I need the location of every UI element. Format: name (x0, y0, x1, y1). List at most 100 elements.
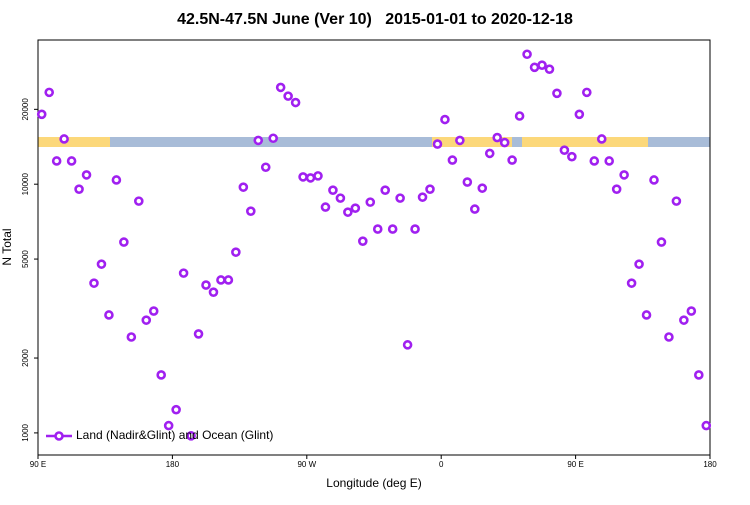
data-point (425, 184, 435, 194)
data-point (104, 310, 114, 320)
data-point (156, 370, 166, 380)
x-axis-label: Longitude (deg E) (326, 476, 421, 490)
data-point (268, 133, 279, 144)
data-point (581, 87, 592, 98)
data-point (656, 237, 667, 247)
data-point (134, 196, 144, 206)
plot-frame (37, 39, 711, 456)
data-point (492, 132, 503, 143)
data-point (148, 306, 159, 316)
data-point (335, 193, 346, 203)
data-point (51, 156, 62, 166)
data-point (216, 275, 226, 285)
legend-label: Land (Nadir&Glint) and Ocean (Glint) (76, 428, 273, 442)
data-point (679, 315, 689, 325)
data-point (111, 175, 122, 185)
surface-band (38, 137, 710, 147)
data-point (432, 139, 443, 149)
data-point (328, 185, 338, 195)
data-point (178, 268, 189, 278)
data-point (484, 148, 495, 159)
data-point (395, 193, 405, 203)
y-tick-label: 2000 (21, 349, 30, 367)
data-point (223, 275, 234, 285)
data-point (246, 206, 256, 216)
data-point (357, 236, 368, 246)
chart-title: 42.5N-47.5N June (Ver 10) 2015-01-01 to … (177, 11, 573, 28)
data-point (447, 155, 458, 165)
band-segment (648, 137, 710, 147)
data-point (626, 278, 637, 288)
data-point (59, 134, 69, 144)
data-point (529, 62, 540, 73)
data-point (462, 177, 473, 187)
data-point (141, 315, 152, 325)
data-point (305, 173, 316, 183)
data-point (283, 91, 293, 101)
x-tick-label: 0 (439, 460, 444, 469)
data-point (686, 306, 697, 316)
data-point (365, 197, 376, 207)
data-point (201, 280, 211, 290)
data-point (96, 259, 107, 269)
data-point (260, 162, 271, 173)
data-point (313, 171, 323, 181)
data-point (74, 184, 84, 194)
data-point (372, 224, 383, 234)
data-point (343, 207, 353, 217)
data-point (193, 329, 204, 339)
data-point (664, 332, 674, 342)
y-tick-label: 20000 (21, 98, 30, 121)
data-point (574, 109, 585, 120)
x-tick-label: 180 (703, 460, 717, 469)
data-point (544, 64, 555, 74)
y-tick-label: 1000 (21, 423, 30, 441)
data-point (387, 224, 398, 234)
data-point (440, 114, 450, 125)
data-point (611, 184, 622, 194)
x-tick-label: 180 (166, 460, 180, 469)
x-tick-label: 90 E (30, 460, 46, 469)
data-point (186, 431, 196, 441)
data-point (477, 183, 488, 193)
data-point (171, 404, 181, 415)
data-point (604, 156, 615, 166)
data-point (410, 224, 420, 234)
data-point (290, 97, 301, 108)
band-segment (432, 137, 512, 147)
data-point (44, 87, 55, 98)
data-point (634, 259, 644, 269)
y-axis-label: N Total (0, 228, 14, 265)
data-point (275, 82, 286, 93)
band-segment (512, 137, 522, 147)
data-point (119, 237, 129, 247)
data-point (380, 185, 391, 195)
data-point (81, 170, 92, 180)
data-point (619, 170, 629, 180)
data-point (417, 192, 428, 202)
data-point (36, 109, 47, 120)
data-point (559, 145, 570, 155)
data-point (507, 155, 517, 165)
x-tick-label: 90 W (297, 460, 316, 469)
data-point (66, 156, 77, 166)
data-point (208, 287, 219, 297)
data-point (693, 370, 704, 380)
data-point (514, 111, 525, 121)
y-tick-label: 10000 (21, 173, 30, 196)
band-segment (522, 137, 648, 147)
data-point (298, 172, 308, 182)
data-point (402, 340, 413, 350)
x-tick-label: 90 E (567, 460, 583, 469)
data-point (350, 203, 361, 213)
data-point (320, 202, 331, 212)
data-point (641, 310, 652, 320)
data-point (649, 175, 659, 185)
data-point (126, 332, 137, 342)
data-point (469, 204, 480, 214)
data-point (567, 151, 577, 162)
data-point (89, 278, 99, 288)
data-point (455, 135, 465, 146)
data-point (552, 88, 562, 99)
